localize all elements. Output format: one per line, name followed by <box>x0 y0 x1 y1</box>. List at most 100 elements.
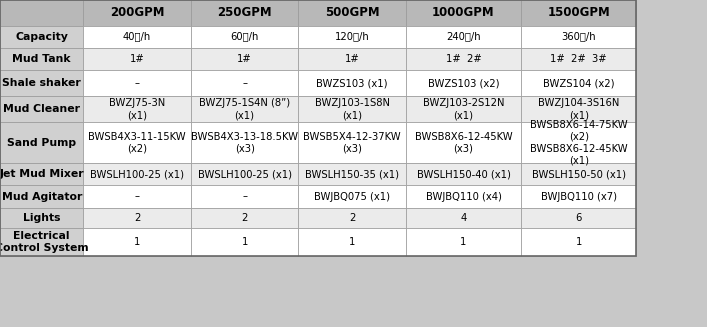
Text: 1: 1 <box>134 237 141 247</box>
Bar <box>406 185 521 208</box>
Bar <box>406 48 521 70</box>
Text: 2: 2 <box>349 213 356 223</box>
Text: BWJBQ110 (x7): BWJBQ110 (x7) <box>541 192 617 201</box>
Text: –: – <box>134 78 140 88</box>
Bar <box>0 228 83 256</box>
Text: BWSLH100-25 (x1): BWSLH100-25 (x1) <box>90 169 184 179</box>
Text: –: – <box>134 192 140 201</box>
Bar <box>298 96 406 122</box>
Bar <box>406 0 521 26</box>
Text: BWZS103 (x2): BWZS103 (x2) <box>428 78 499 88</box>
Text: BWJBQ075 (x1): BWJBQ075 (x1) <box>314 192 390 201</box>
Bar <box>0 208 83 228</box>
Text: 1#: 1# <box>238 54 252 64</box>
Bar <box>0 96 83 122</box>
Bar <box>406 163 521 185</box>
Bar <box>298 26 406 48</box>
Text: 1: 1 <box>460 237 467 247</box>
Bar <box>83 185 191 208</box>
Bar <box>521 26 636 48</box>
Bar <box>191 26 298 48</box>
Text: BWSLH150-40 (x1): BWSLH150-40 (x1) <box>416 169 510 179</box>
Bar <box>0 48 83 70</box>
Bar <box>191 208 298 228</box>
Bar <box>191 0 298 26</box>
Bar <box>521 208 636 228</box>
Text: BWSLH100-25 (x1): BWSLH100-25 (x1) <box>198 169 291 179</box>
Bar <box>0 185 83 208</box>
Bar <box>521 163 636 185</box>
Bar <box>521 228 636 256</box>
Bar <box>83 70 191 96</box>
Bar <box>521 70 636 96</box>
Bar <box>0 0 83 26</box>
Bar <box>298 122 406 163</box>
Text: 1000GPM: 1000GPM <box>432 6 495 19</box>
Text: 240㎥/h: 240㎥/h <box>446 32 481 42</box>
Text: 200GPM: 200GPM <box>110 6 165 19</box>
Bar <box>406 26 521 48</box>
Bar <box>0 163 83 185</box>
Text: Mud Agitator: Mud Agitator <box>1 192 82 201</box>
Text: Capacity: Capacity <box>16 32 68 42</box>
Bar <box>83 208 191 228</box>
Text: 1: 1 <box>241 237 248 247</box>
Bar <box>0 0 636 256</box>
Bar <box>83 26 191 48</box>
Text: 1#: 1# <box>345 54 359 64</box>
Bar <box>191 163 298 185</box>
Bar <box>83 122 191 163</box>
Text: 2: 2 <box>134 213 141 223</box>
Text: Electrical
Control System: Electrical Control System <box>0 231 88 253</box>
Bar <box>521 122 636 163</box>
Bar <box>0 122 83 163</box>
Text: BWSB5X4-12-37KW
(x3): BWSB5X4-12-37KW (x3) <box>303 132 401 154</box>
Bar <box>191 185 298 208</box>
Text: Mud Cleaner: Mud Cleaner <box>4 104 80 114</box>
Text: 6: 6 <box>575 213 582 223</box>
Bar <box>83 228 191 256</box>
Bar <box>406 208 521 228</box>
Bar <box>191 96 298 122</box>
Bar <box>298 185 406 208</box>
Bar <box>83 0 191 26</box>
Bar <box>521 0 636 26</box>
Bar <box>298 163 406 185</box>
Text: BWZS103 (x1): BWZS103 (x1) <box>316 78 388 88</box>
Text: BWZJ103-1S8N
(x1): BWZJ103-1S8N (x1) <box>315 98 390 120</box>
Text: –: – <box>242 78 247 88</box>
Text: 4: 4 <box>460 213 467 223</box>
Bar <box>191 228 298 256</box>
Text: 1: 1 <box>575 237 582 247</box>
Bar <box>298 48 406 70</box>
Text: Shale shaker: Shale shaker <box>2 78 81 88</box>
Text: BWJBQ110 (x4): BWJBQ110 (x4) <box>426 192 501 201</box>
Bar <box>298 70 406 96</box>
Text: Sand Pump: Sand Pump <box>7 138 76 148</box>
Text: –: – <box>242 192 247 201</box>
Text: BWSB4X3-11-15KW
(x2): BWSB4X3-11-15KW (x2) <box>88 132 186 154</box>
Text: 1500GPM: 1500GPM <box>547 6 610 19</box>
Text: 1#: 1# <box>130 54 144 64</box>
Text: 40㎥/h: 40㎥/h <box>123 32 151 42</box>
Text: BWZJ75-1S4N (8”)
(x1): BWZJ75-1S4N (8”) (x1) <box>199 98 290 120</box>
Text: Mud Tank: Mud Tank <box>13 54 71 64</box>
Text: 1#  2#  3#: 1# 2# 3# <box>550 54 607 64</box>
Bar <box>83 96 191 122</box>
Text: 250GPM: 250GPM <box>217 6 272 19</box>
Text: BWSLH150-35 (x1): BWSLH150-35 (x1) <box>305 169 399 179</box>
Text: 1#  2#: 1# 2# <box>445 54 481 64</box>
Bar <box>521 96 636 122</box>
Bar <box>83 48 191 70</box>
Bar <box>406 122 521 163</box>
Bar <box>191 122 298 163</box>
Bar <box>298 208 406 228</box>
Text: 60㎥/h: 60㎥/h <box>230 32 259 42</box>
Bar <box>521 48 636 70</box>
Text: BWSB8X6-12-45KW
(x3): BWSB8X6-12-45KW (x3) <box>414 132 513 154</box>
Text: 2: 2 <box>241 213 248 223</box>
Bar <box>0 26 83 48</box>
Bar <box>406 70 521 96</box>
Text: BWZJ104-3S16N
(x1): BWZJ104-3S16N (x1) <box>538 98 619 120</box>
Text: BWSLH150-50 (x1): BWSLH150-50 (x1) <box>532 169 626 179</box>
